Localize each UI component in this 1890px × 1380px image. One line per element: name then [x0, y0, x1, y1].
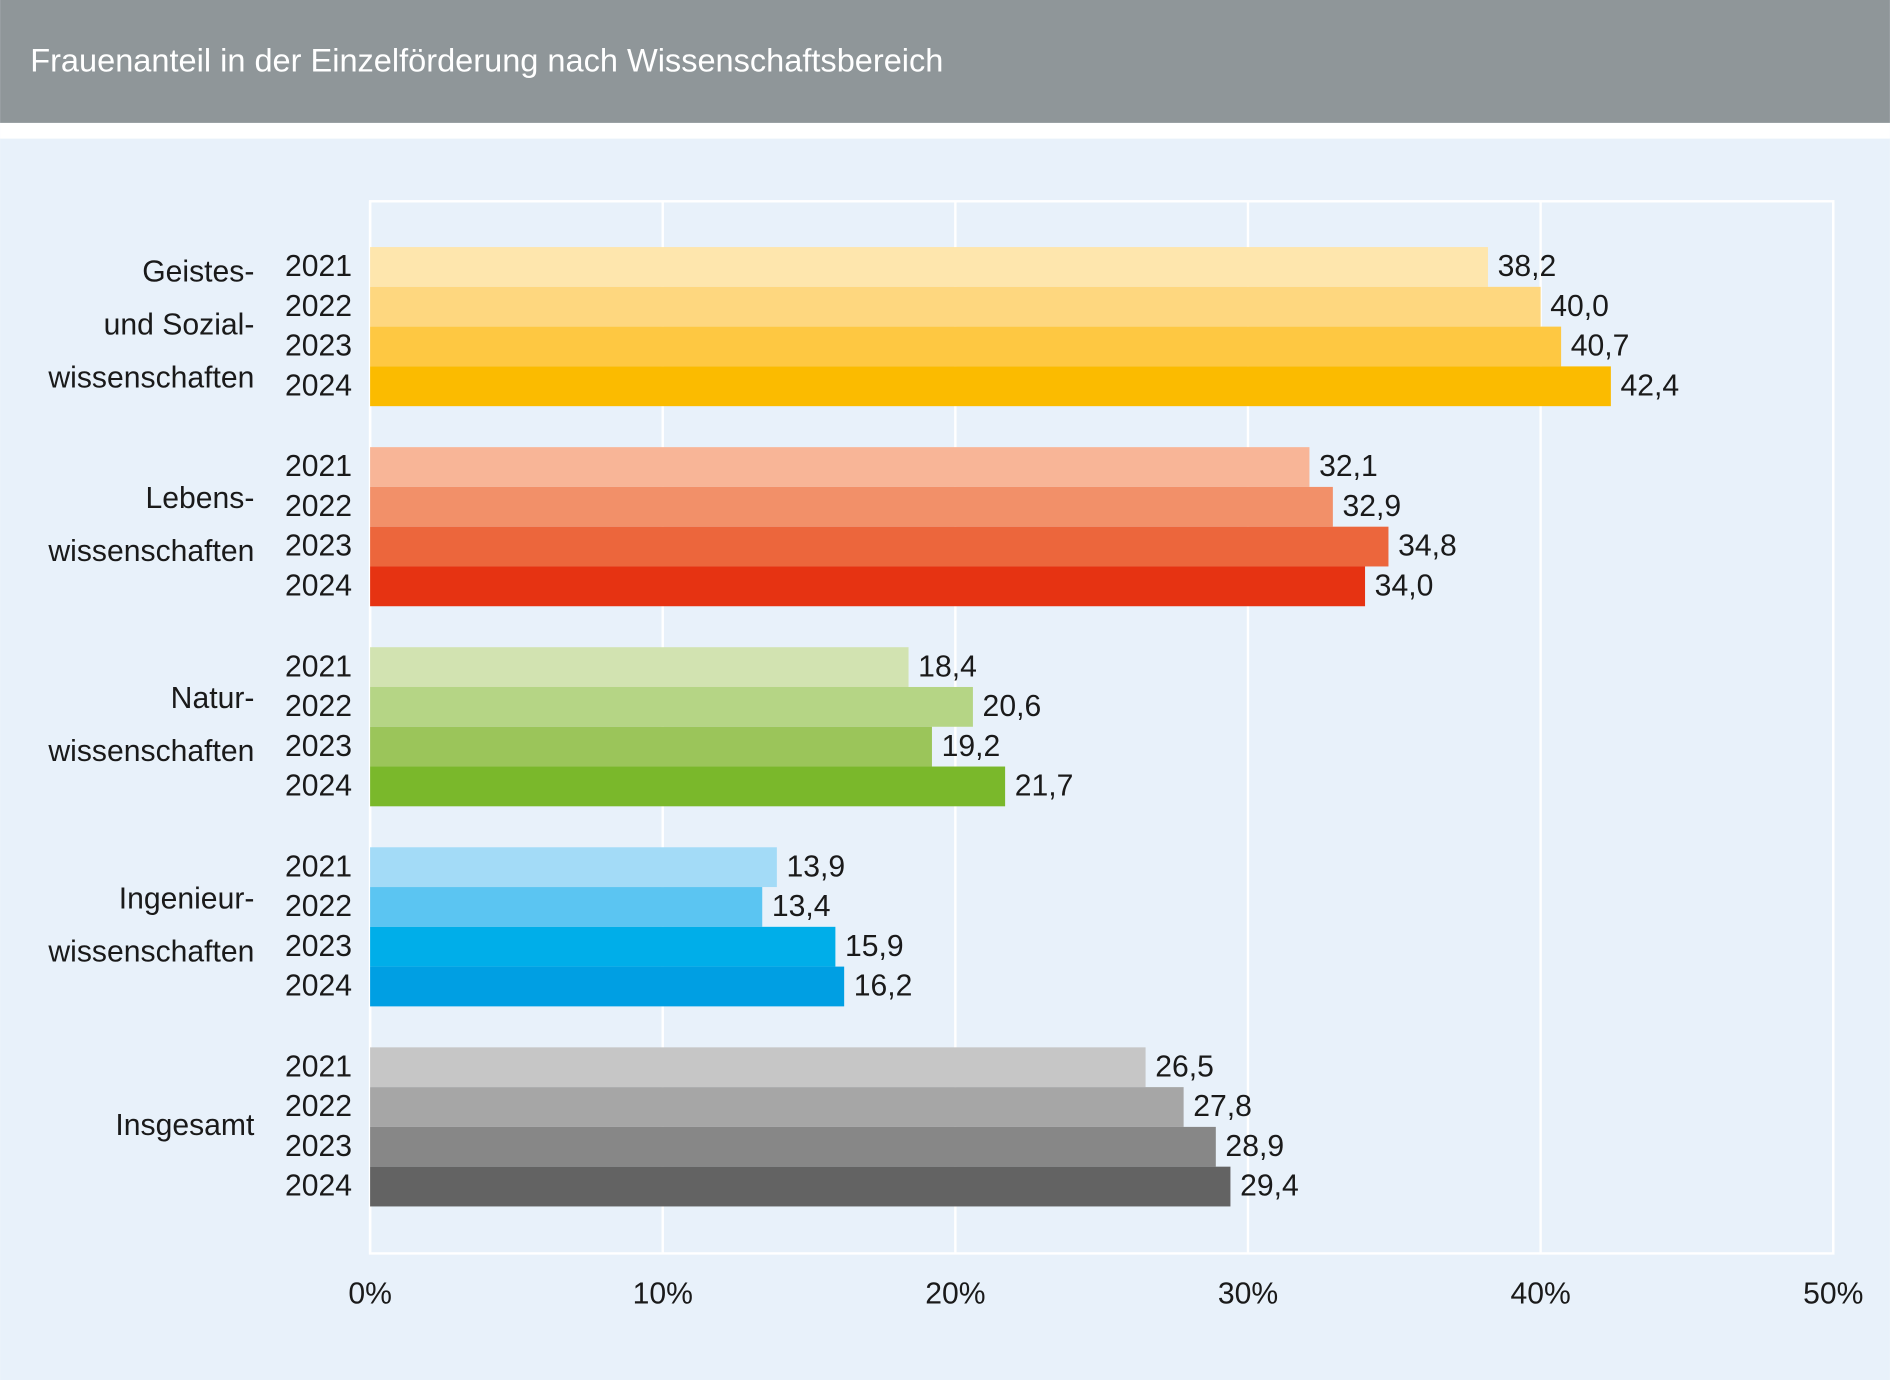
- bar: [370, 366, 1611, 407]
- value-label: 34,8: [1398, 530, 1457, 563]
- bar: [370, 1126, 1216, 1167]
- category-label: Ingenieur-: [119, 882, 255, 915]
- year-label: 2024: [285, 970, 352, 1003]
- year-label: 2022: [285, 290, 352, 323]
- value-label: 18,4: [918, 650, 977, 683]
- year-label: 2022: [285, 690, 352, 723]
- value-label: 15,9: [845, 930, 904, 963]
- bar: [370, 766, 1006, 807]
- year-label: 2023: [285, 730, 352, 763]
- header: [0, 0, 1890, 123]
- value-label: 26,5: [1155, 1050, 1214, 1083]
- value-label: 21,7: [1015, 770, 1074, 803]
- bar: [370, 926, 836, 967]
- year-label: 2021: [285, 250, 352, 283]
- value-label: 32,1: [1319, 450, 1378, 483]
- x-tick-label: 50%: [1803, 1278, 1863, 1311]
- x-tick-label: 30%: [1218, 1278, 1278, 1311]
- x-tick-label: 0%: [348, 1278, 392, 1311]
- bar: [370, 247, 1488, 287]
- x-tick-label: 10%: [633, 1278, 693, 1311]
- bar: [370, 286, 1541, 327]
- bar: [370, 966, 845, 1007]
- year-label: 2022: [285, 1090, 352, 1123]
- bar: [370, 726, 932, 767]
- value-label: 40,7: [1571, 330, 1630, 363]
- year-label: 2024: [285, 369, 352, 402]
- bar: [370, 486, 1333, 527]
- category-label: wissenschaften: [47, 935, 254, 968]
- bar: [370, 887, 763, 927]
- category-label: Insgesamt: [115, 1109, 255, 1142]
- year-label: 2023: [285, 330, 352, 363]
- value-label: 38,2: [1498, 250, 1557, 283]
- bar: [370, 1047, 1146, 1088]
- category-label: und Sozial-: [104, 309, 255, 342]
- value-label: 16,2: [854, 970, 913, 1003]
- year-label: 2021: [285, 850, 352, 883]
- value-label: 40,0: [1550, 290, 1609, 323]
- bar: [370, 1166, 1231, 1207]
- header-strip: [0, 122, 1890, 139]
- x-tick-label: 20%: [925, 1278, 985, 1311]
- value-label: 28,9: [1225, 1130, 1284, 1163]
- year-label: 2021: [285, 1050, 352, 1083]
- bar: [370, 847, 777, 888]
- bar: [370, 526, 1389, 567]
- value-label: 19,2: [942, 730, 1001, 763]
- category-label: wissenschaften: [47, 735, 254, 768]
- year-label: 2024: [285, 1170, 352, 1203]
- bar: [370, 1087, 1184, 1127]
- value-label: 20,6: [983, 690, 1042, 723]
- category-label: Lebens-: [146, 482, 255, 515]
- value-label: 13,4: [772, 890, 831, 923]
- year-label: 2022: [285, 490, 352, 523]
- value-label: 13,9: [787, 850, 846, 883]
- year-label: 2023: [285, 1130, 352, 1163]
- bar: [370, 566, 1366, 607]
- year-label: 2024: [285, 770, 352, 803]
- category-label: wissenschaften: [47, 535, 254, 568]
- bar: [370, 447, 1310, 487]
- chart-title: Frauenanteil in der Einzelförderung nach…: [30, 42, 943, 78]
- year-label: 2023: [285, 930, 352, 963]
- bar: [370, 686, 973, 727]
- year-label: 2024: [285, 570, 352, 603]
- bar: [370, 647, 909, 687]
- value-label: 34,0: [1375, 570, 1434, 603]
- year-label: 2023: [285, 530, 352, 563]
- value-label: 32,9: [1343, 490, 1402, 523]
- category-label: wissenschaften: [47, 362, 254, 395]
- x-tick-label: 40%: [1510, 1278, 1570, 1311]
- year-label: 2022: [285, 890, 352, 923]
- value-label: 29,4: [1240, 1170, 1299, 1203]
- category-label: Natur-: [171, 682, 255, 715]
- bar: [370, 326, 1562, 367]
- value-label: 42,4: [1621, 369, 1680, 402]
- year-label: 2021: [285, 650, 352, 683]
- year-label: 2021: [285, 450, 352, 483]
- value-label: 27,8: [1193, 1090, 1252, 1123]
- category-label: Geistes-: [142, 256, 254, 289]
